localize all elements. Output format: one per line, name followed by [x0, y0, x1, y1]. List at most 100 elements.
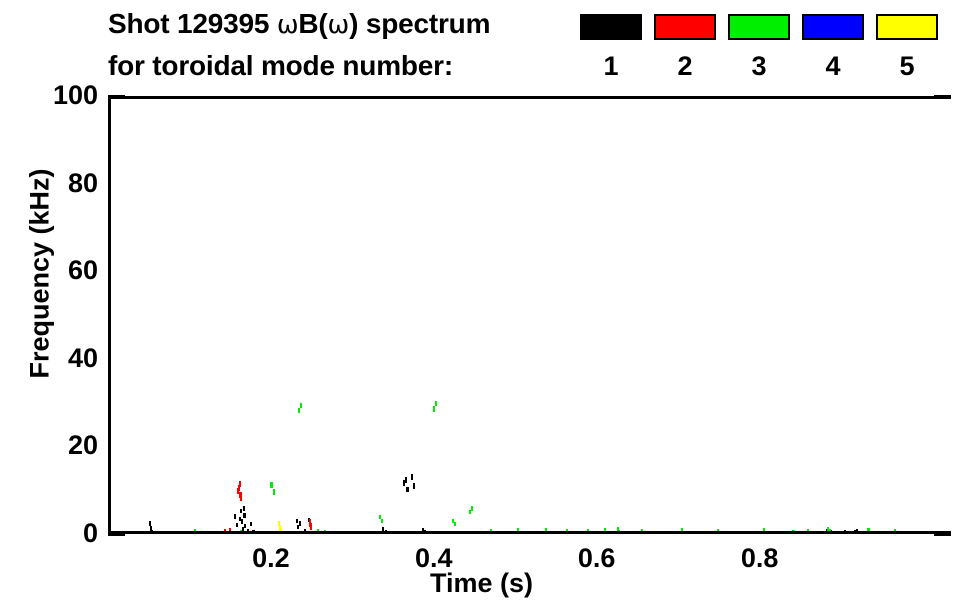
legend-label-3: 3: [751, 51, 767, 81]
legend-label-4: 4: [825, 51, 841, 81]
data-point-n1: [149, 526, 152, 531]
data-point-n1: [148, 521, 152, 526]
data-point-n1: [303, 528, 306, 531]
data-point-n3: [763, 527, 766, 531]
data-point-n3: [807, 528, 810, 531]
y-tick-label: 80: [67, 167, 98, 198]
data-point-n3: [587, 528, 590, 531]
data-point-n3: [272, 489, 275, 495]
data-point-n1: [411, 474, 414, 481]
data-point-n3: [433, 406, 436, 412]
data-point-n3: [826, 527, 829, 531]
data-point-n3: [640, 528, 644, 531]
data-point-n2: [240, 495, 243, 502]
data-point-n1: [241, 519, 244, 524]
data-point-n3: [469, 509, 472, 515]
data-point-n3: [867, 528, 870, 531]
data-point-n1: [252, 530, 255, 531]
data-point-n2: [237, 484, 240, 491]
data-point-n1: [298, 521, 302, 526]
y-tick-label: 20: [67, 430, 98, 461]
y-tick-label: 60: [67, 255, 98, 286]
data-point-n1: [242, 506, 245, 511]
legend-swatch-2: [654, 14, 716, 40]
y-tick-label: 40: [67, 342, 98, 373]
data-point-n2: [223, 528, 227, 531]
data-point-n1: [233, 514, 236, 519]
data-point-n1: [236, 522, 239, 528]
data-point-n3: [298, 407, 301, 414]
data-point-n1: [853, 529, 856, 531]
data-point-n1: [295, 518, 298, 523]
data-point-n1: [406, 486, 409, 493]
data-point-n3: [829, 529, 832, 531]
data-point-n5: [279, 528, 282, 531]
x-axis-title: Time (s): [429, 568, 534, 598]
data-point-n1: [403, 480, 406, 487]
data-point-n1: [238, 516, 241, 522]
data-point-n5: [278, 524, 281, 530]
data-point-n2: [238, 481, 241, 488]
legend: 1 2 3 4 5: [580, 14, 960, 86]
x-tick-label: 0.4: [415, 543, 453, 573]
data-point-n1: [404, 476, 407, 483]
data-point-n3: [680, 528, 684, 531]
data-point-n2: [308, 519, 311, 524]
y-tick-label: 100: [52, 80, 98, 110]
title-prefix: Shot 129395: [108, 8, 277, 39]
legend-swatch-4: [802, 14, 864, 40]
x-tick-label: 0.8: [740, 543, 779, 573]
legend-label-5: 5: [899, 51, 915, 81]
data-point-n3: [490, 528, 493, 531]
data-point-n1: [424, 529, 427, 531]
data-point-n1: [240, 508, 243, 514]
data-point-n1: [246, 529, 249, 531]
legend-label-2: 2: [677, 51, 693, 81]
data-point-n3: [894, 528, 897, 531]
x-tick-label: 0.6: [577, 543, 616, 573]
data-point-n3: [716, 529, 719, 531]
data-point-n3: [604, 528, 607, 531]
legend-swatch-3: [728, 14, 790, 40]
data-point-n3: [544, 527, 548, 531]
data-point-n1: [385, 529, 388, 531]
y-tick-major-right: [934, 532, 951, 536]
data-point-n3: [453, 522, 456, 527]
data-point-n1: [855, 529, 859, 531]
legend-swatch-5: [876, 14, 938, 40]
data-point-n5: [277, 521, 280, 526]
data-point-n1: [843, 529, 846, 531]
legend-swatch-1: [580, 14, 642, 40]
data-point-n3: [316, 528, 319, 531]
legend-label-1: 1: [603, 51, 619, 81]
data-point-n1: [244, 523, 247, 529]
title-suffix: ) spectrum: [349, 8, 491, 39]
data-point-n3: [616, 527, 619, 531]
data-point-n1: [150, 529, 153, 531]
data-point-n3: [240, 529, 243, 531]
data-point-n3: [434, 400, 438, 407]
data-point-n3: [193, 529, 196, 531]
data-point-n2: [236, 488, 240, 495]
plot-data-area: [111, 99, 951, 531]
chart-title-line-2: for toroidal mode number:: [108, 50, 454, 81]
data-point-n3: [517, 528, 520, 531]
data-point-n3: [378, 515, 381, 520]
data-point-n1: [249, 522, 253, 527]
data-point-n2: [228, 527, 231, 531]
data-point-n2: [309, 522, 312, 528]
data-point-n1: [421, 528, 425, 531]
data-point-n3: [792, 529, 795, 531]
omega-symbol-2: ω: [327, 10, 350, 40]
omega-symbol-1: ω: [276, 10, 299, 40]
data-point-n3: [470, 506, 473, 511]
data-point-n3: [381, 518, 384, 523]
data-point-n3: [618, 529, 621, 531]
chart-title-line-1: Shot 129395 ωB(ω) spectrum: [108, 8, 490, 41]
data-point-n1: [243, 513, 246, 518]
y-tick-major: [108, 532, 125, 536]
data-point-n1: [241, 527, 245, 531]
data-point-n1: [381, 527, 385, 531]
data-point-n1: [412, 483, 416, 489]
